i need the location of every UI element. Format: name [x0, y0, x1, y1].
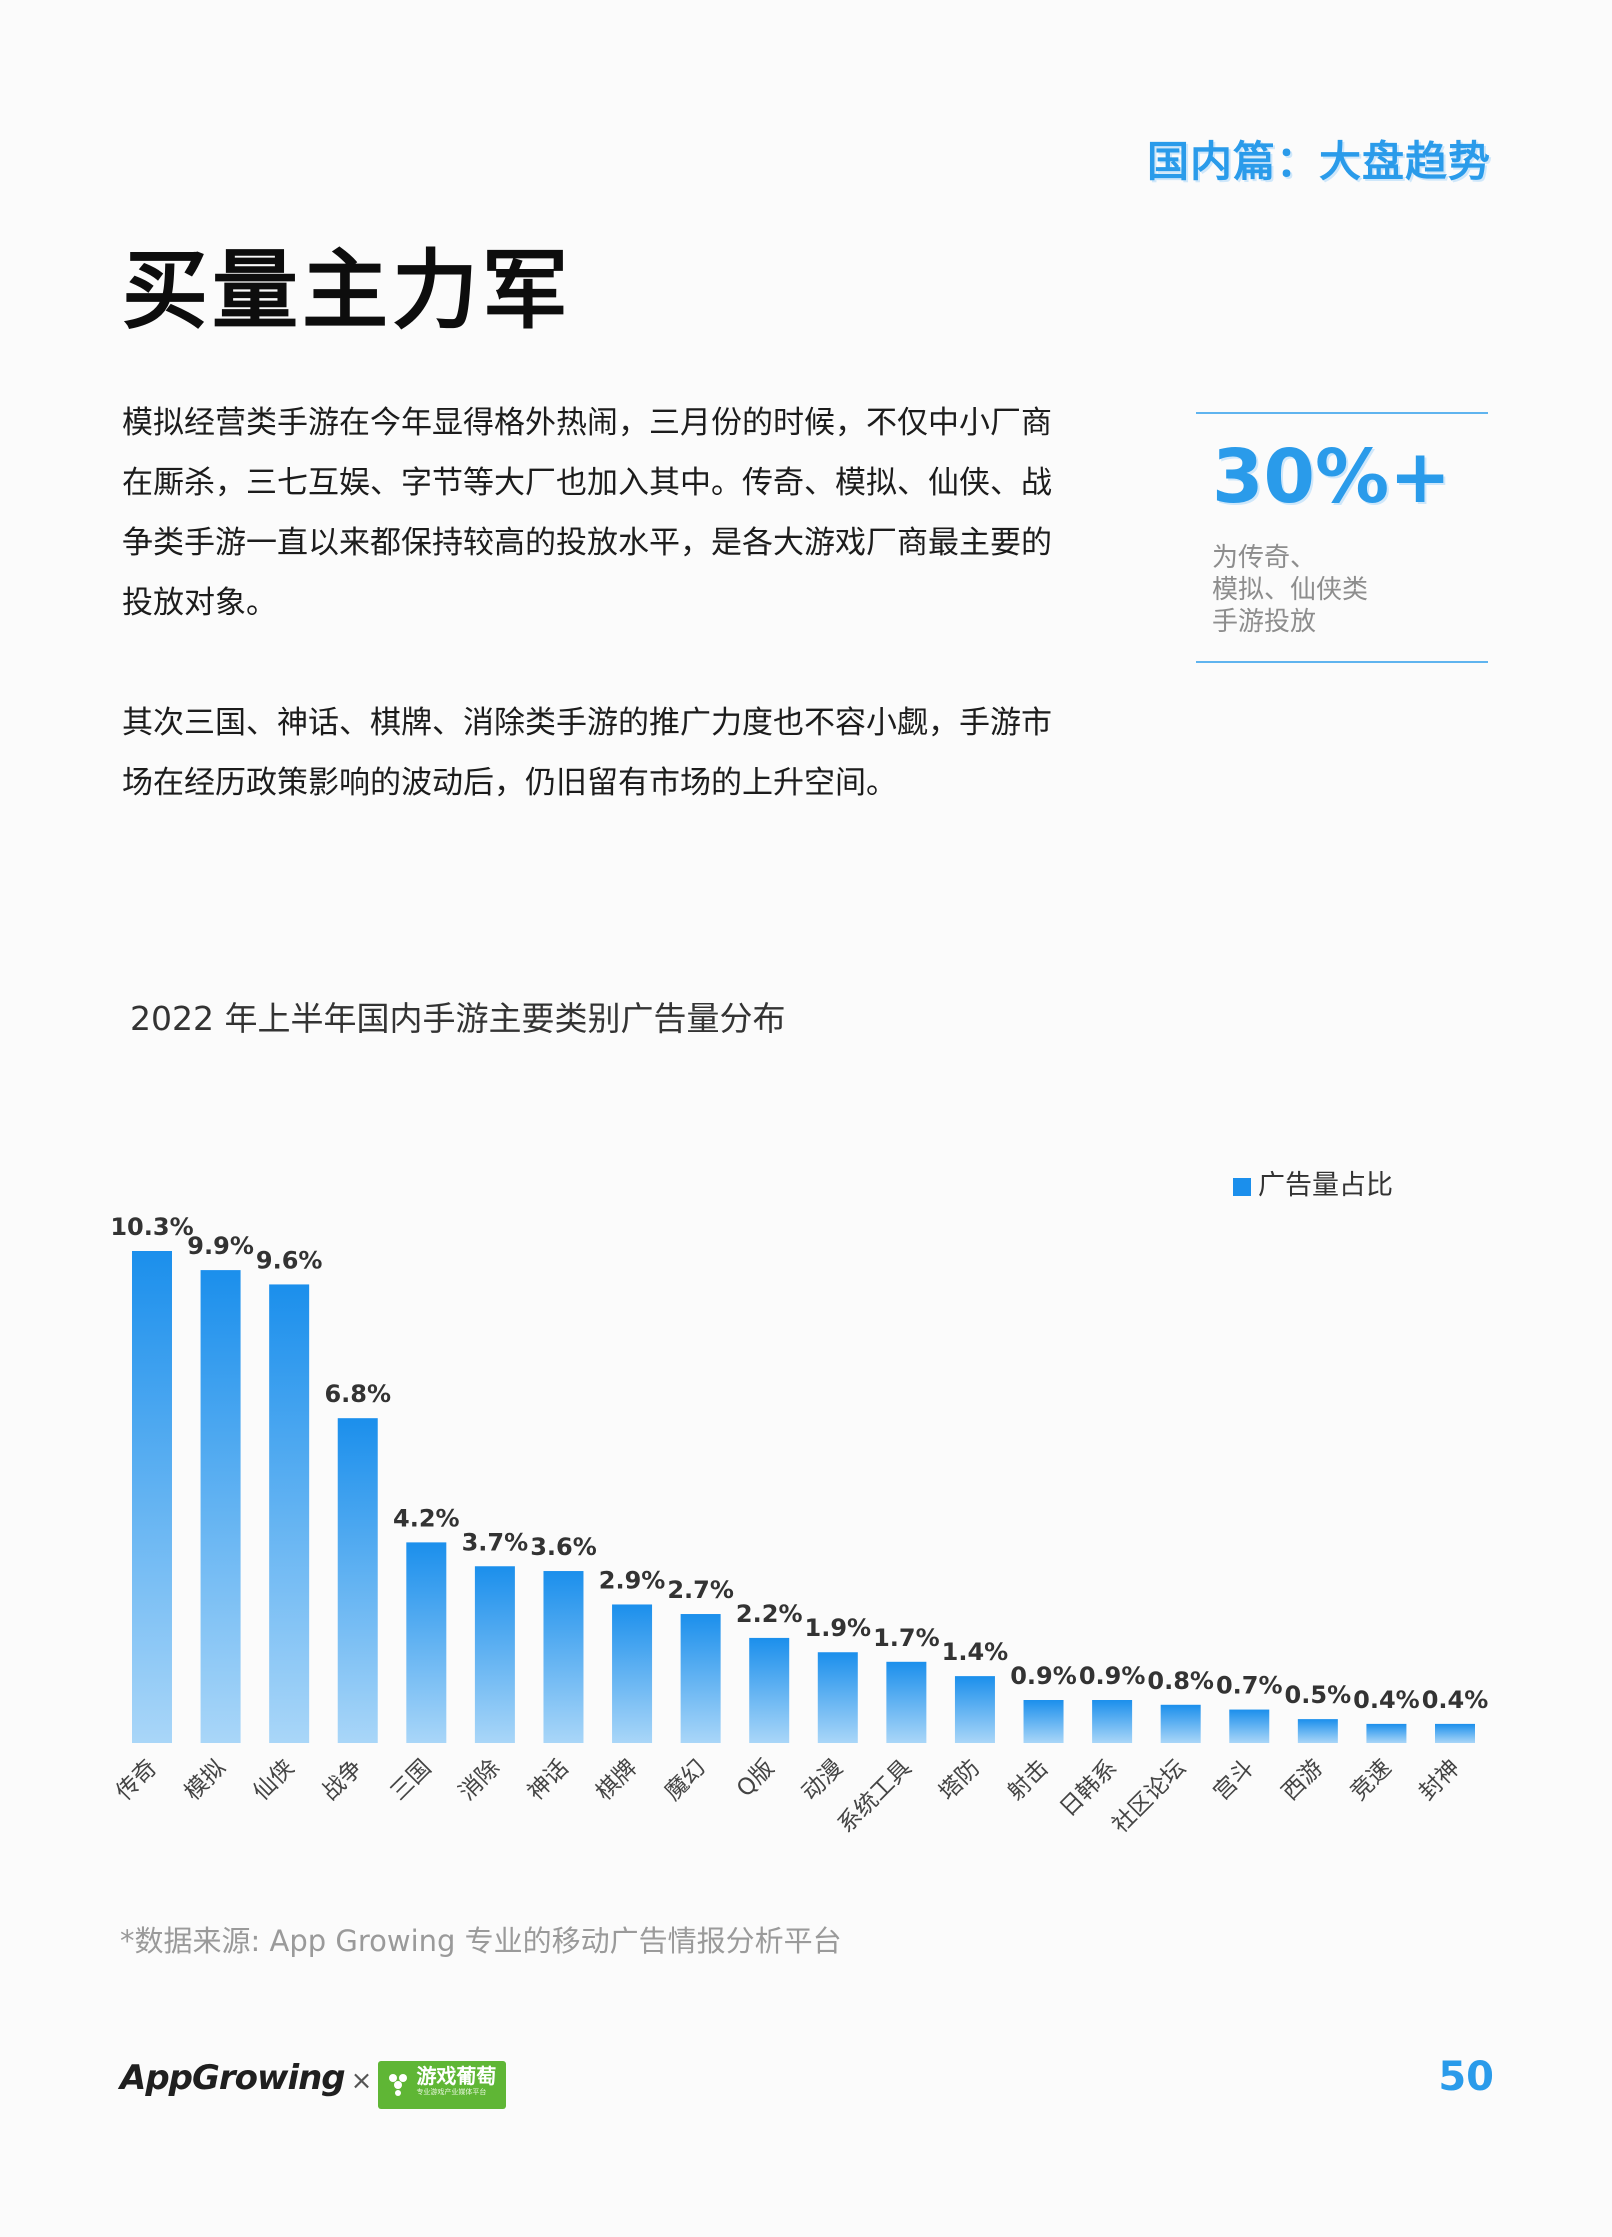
category-label: 棋牌	[591, 1755, 642, 1806]
bar-模拟	[200, 1270, 241, 1743]
partner-badge: 游戏葡萄 专业游戏产业媒体平台	[378, 2060, 507, 2109]
partner-name: 游戏葡萄	[416, 2063, 497, 2088]
bar-西游	[1297, 1719, 1338, 1743]
partner-tagline: 专业游戏产业媒体平台	[416, 2087, 487, 2096]
bar-社区论坛	[1160, 1704, 1201, 1743]
section-tag: 国内篇：大盘趋势	[1146, 137, 1491, 186]
appgrowing-logo-growing: Growing	[192, 2058, 346, 2098]
bar-战争	[337, 1418, 378, 1743]
data-label: 2.9%	[599, 1566, 666, 1594]
footer-logos: AppGrowing × 游戏葡萄 专业游戏产业媒体平台	[120, 2058, 507, 2109]
data-label: 0.5%	[1285, 1681, 1352, 1709]
category-label: 消除	[454, 1755, 505, 1806]
bar-射击	[1023, 1700, 1064, 1743]
legend-label: 广告量占比	[1258, 1170, 1393, 1201]
bar-系统工具	[886, 1661, 927, 1743]
category-label: Q版	[732, 1755, 779, 1802]
data-label: 0.9%	[1010, 1662, 1077, 1690]
category-label: 封神	[1414, 1755, 1465, 1806]
data-label: 1.4%	[942, 1638, 1009, 1666]
data-label: 0.9%	[1079, 1662, 1146, 1690]
data-label: 9.6%	[256, 1246, 323, 1274]
grape-icon	[389, 2073, 408, 2096]
bar-chart: 10.3%9.9%9.6% 6.8% 4.2%3.7% 3.6%2.9% 2.7%2.2…	[110, 1170, 1489, 1838]
stat-desc-line: 为传奇、	[1212, 543, 1317, 573]
data-label: 9.9%	[187, 1232, 254, 1260]
category-label: 社区论坛	[1107, 1755, 1190, 1838]
category-label: 仙侠	[248, 1755, 299, 1806]
stat-callout: 30%+ 为传奇、 模拟、仙侠类 手游投放	[1196, 412, 1488, 663]
bar-仙侠	[269, 1284, 310, 1743]
category-label: 模拟	[180, 1755, 231, 1806]
body-paragraph-1: 模拟经营类手游在今年显得格外热闹，三月份的时候，不仅中小厂商在厮杀，三七互娱、字…	[122, 405, 1052, 621]
bar-Q版	[749, 1637, 790, 1743]
appgrowing-logo-app: App	[120, 2058, 193, 2098]
data-label: 3.7%	[462, 1528, 529, 1556]
bar-封神	[1435, 1723, 1475, 1743]
page-number: 50	[1438, 2054, 1494, 2100]
bar-动漫	[817, 1652, 858, 1743]
data-label: 2.7%	[667, 1576, 734, 1604]
data-label: 0.4%	[1353, 1686, 1420, 1714]
category-label: 战争	[317, 1755, 368, 1806]
bar-日韩系	[1092, 1700, 1133, 1743]
data-label: 3.6%	[530, 1533, 597, 1561]
data-label: 0.8%	[1147, 1667, 1214, 1695]
body-paragraph-2: 其次三国、神话、棋牌、消除类手游的推广力度也不容小觑，手游市场在经历政策影响的波…	[122, 705, 1052, 801]
bar-传奇	[132, 1251, 172, 1743]
chart-title: 2022 年上半年国内手游主要类别广告量分布	[130, 999, 786, 1038]
bar-棋牌	[612, 1604, 653, 1743]
category-label: 系统工具	[833, 1755, 916, 1838]
stat-value: 30%+	[1212, 434, 1452, 520]
category-label: 魔幻	[660, 1755, 711, 1806]
data-label: 0.4%	[1422, 1686, 1489, 1714]
stat-description: 为传奇、 模拟、仙侠类 手游投放	[1212, 542, 1482, 638]
stat-desc-line: 模拟、仙侠类	[1212, 575, 1369, 605]
category-label: 动漫	[797, 1755, 848, 1806]
data-label: 2.2%	[736, 1600, 803, 1628]
category-label: 射击	[1003, 1755, 1054, 1806]
bar-宫斗	[1229, 1709, 1270, 1743]
category-label: 西游	[1277, 1755, 1328, 1806]
bar-塔防	[954, 1676, 995, 1743]
bar-魔幻	[680, 1614, 721, 1743]
legend-swatch	[1233, 1178, 1251, 1196]
data-label: 1.9%	[805, 1614, 872, 1642]
page-title: 买量主力军	[122, 241, 572, 341]
category-label: 传奇	[111, 1755, 162, 1806]
bar-竞速	[1366, 1723, 1407, 1743]
data-label: 6.8%	[324, 1380, 391, 1408]
category-label: 竞速	[1346, 1755, 1397, 1806]
data-label: 10.3%	[110, 1213, 193, 1241]
bar-神话	[543, 1571, 584, 1743]
bar-三国	[406, 1542, 447, 1743]
data-label: 1.7%	[873, 1624, 940, 1652]
data-label: 0.7%	[1216, 1672, 1283, 1700]
category-label: 塔防	[934, 1755, 985, 1806]
category-label: 宫斗	[1209, 1755, 1260, 1806]
category-label: 神话	[523, 1755, 574, 1806]
data-label: 4.2%	[393, 1504, 460, 1532]
logo-separator: ×	[350, 2066, 373, 2096]
bar-消除	[474, 1566, 515, 1743]
category-label: 三国	[386, 1755, 437, 1806]
data-source-note: *数据来源: App Growing 专业的移动广告情报分析平台	[120, 1924, 842, 1958]
category-label: 日韩系	[1055, 1755, 1122, 1822]
stat-desc-line: 手游投放	[1212, 607, 1317, 637]
